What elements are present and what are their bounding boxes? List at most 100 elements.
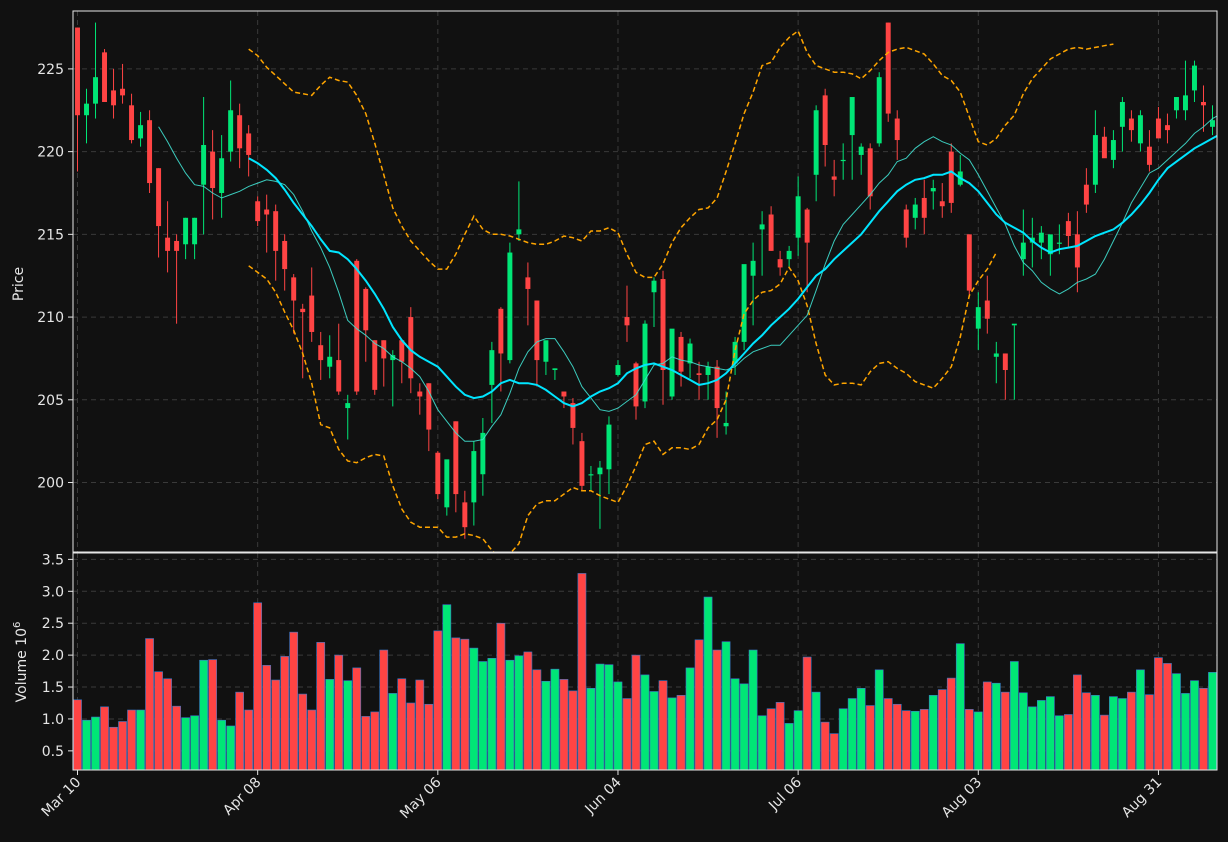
volume-bar (352, 667, 362, 770)
candle-body (255, 201, 261, 222)
candle (480, 417, 486, 496)
volume-bar (910, 710, 920, 770)
candle (1137, 110, 1143, 152)
date-tick-label: Mar 10 (39, 775, 85, 821)
candle-body (822, 95, 828, 146)
candle (273, 204, 279, 281)
candle-body (489, 350, 495, 385)
candle (975, 292, 981, 351)
candle (84, 88, 89, 144)
candle (840, 143, 846, 180)
candle-body (570, 403, 576, 428)
price-frame (72, 10, 1218, 553)
candle-body (1002, 353, 1008, 371)
candle-body (1110, 140, 1116, 160)
candle (930, 179, 936, 210)
candle (903, 204, 909, 248)
candle (1011, 323, 1017, 400)
lower-band-line (248, 252, 997, 552)
candle-body (498, 308, 504, 354)
volume-bar (199, 659, 208, 770)
candle (1210, 105, 1215, 136)
candle-body (930, 188, 936, 192)
candle-body (390, 355, 396, 361)
candle-body (1146, 146, 1152, 165)
candle (624, 285, 630, 342)
candle-body (1011, 323, 1017, 326)
candle (687, 338, 693, 379)
volume-bar (343, 680, 353, 770)
candle-body (750, 260, 756, 276)
candle-body (1056, 242, 1062, 244)
candle-body (984, 300, 990, 319)
candle (489, 341, 495, 423)
candle (804, 207, 810, 293)
volume-bar (406, 702, 416, 770)
candle-body (687, 343, 693, 364)
price-ytick-label: 200 (37, 476, 64, 492)
volume-ytick-label: 3.0 (42, 584, 64, 600)
volume-bar (307, 709, 317, 770)
volume-bar (217, 719, 226, 770)
candle-body (228, 110, 234, 152)
candle-body (156, 168, 162, 227)
volume-bar (793, 710, 803, 770)
volume-bar (595, 663, 605, 770)
candle (165, 201, 171, 273)
volume-bar (631, 654, 641, 770)
volume-bar (316, 642, 326, 770)
candle (876, 72, 882, 147)
candle (336, 323, 342, 395)
volume-bar (388, 693, 398, 770)
candle (435, 451, 441, 500)
candle-body (435, 452, 441, 495)
candle (174, 234, 180, 324)
candle (768, 206, 774, 251)
candle (129, 93, 135, 144)
volume-bar (505, 659, 515, 770)
candle (237, 103, 243, 169)
volume-bar (433, 630, 443, 770)
volume-bar (829, 733, 839, 770)
volume-bar (469, 647, 479, 770)
candle (894, 110, 900, 160)
candle-body (111, 90, 117, 106)
candle-body (273, 211, 279, 251)
candle (444, 459, 450, 516)
volume-bar (1055, 715, 1064, 770)
candle-body (1038, 232, 1044, 243)
candle-body (858, 146, 864, 155)
candle (795, 176, 801, 256)
volume-bar (667, 697, 677, 770)
volume-bar (820, 721, 830, 770)
candle-body (525, 277, 531, 289)
candle (1146, 130, 1152, 172)
candle-body (381, 340, 387, 359)
candle (633, 361, 639, 420)
volume-bar (1127, 691, 1136, 770)
candle-body (309, 295, 315, 332)
short-moving-average-line (158, 115, 1217, 442)
volume-bar (1009, 661, 1019, 770)
candle (462, 490, 468, 539)
candle (1083, 168, 1089, 213)
volume-axis-label-exponent: 6 (12, 622, 23, 628)
volume-bar (100, 706, 109, 770)
candle-body (588, 474, 594, 476)
candle-body (552, 368, 558, 371)
candle (939, 183, 945, 218)
volume-bar (721, 641, 731, 770)
volume-bar (523, 651, 533, 770)
candle (1074, 211, 1080, 293)
candle-body (480, 432, 486, 475)
candle-body (129, 105, 135, 141)
candle-body (669, 328, 675, 397)
volume-bar (568, 690, 578, 770)
candle (1119, 97, 1125, 152)
candle-body (444, 459, 450, 508)
candle (255, 196, 261, 227)
candle-body (471, 451, 477, 503)
volume-bar (928, 695, 938, 770)
candle (1219, 105, 1224, 179)
